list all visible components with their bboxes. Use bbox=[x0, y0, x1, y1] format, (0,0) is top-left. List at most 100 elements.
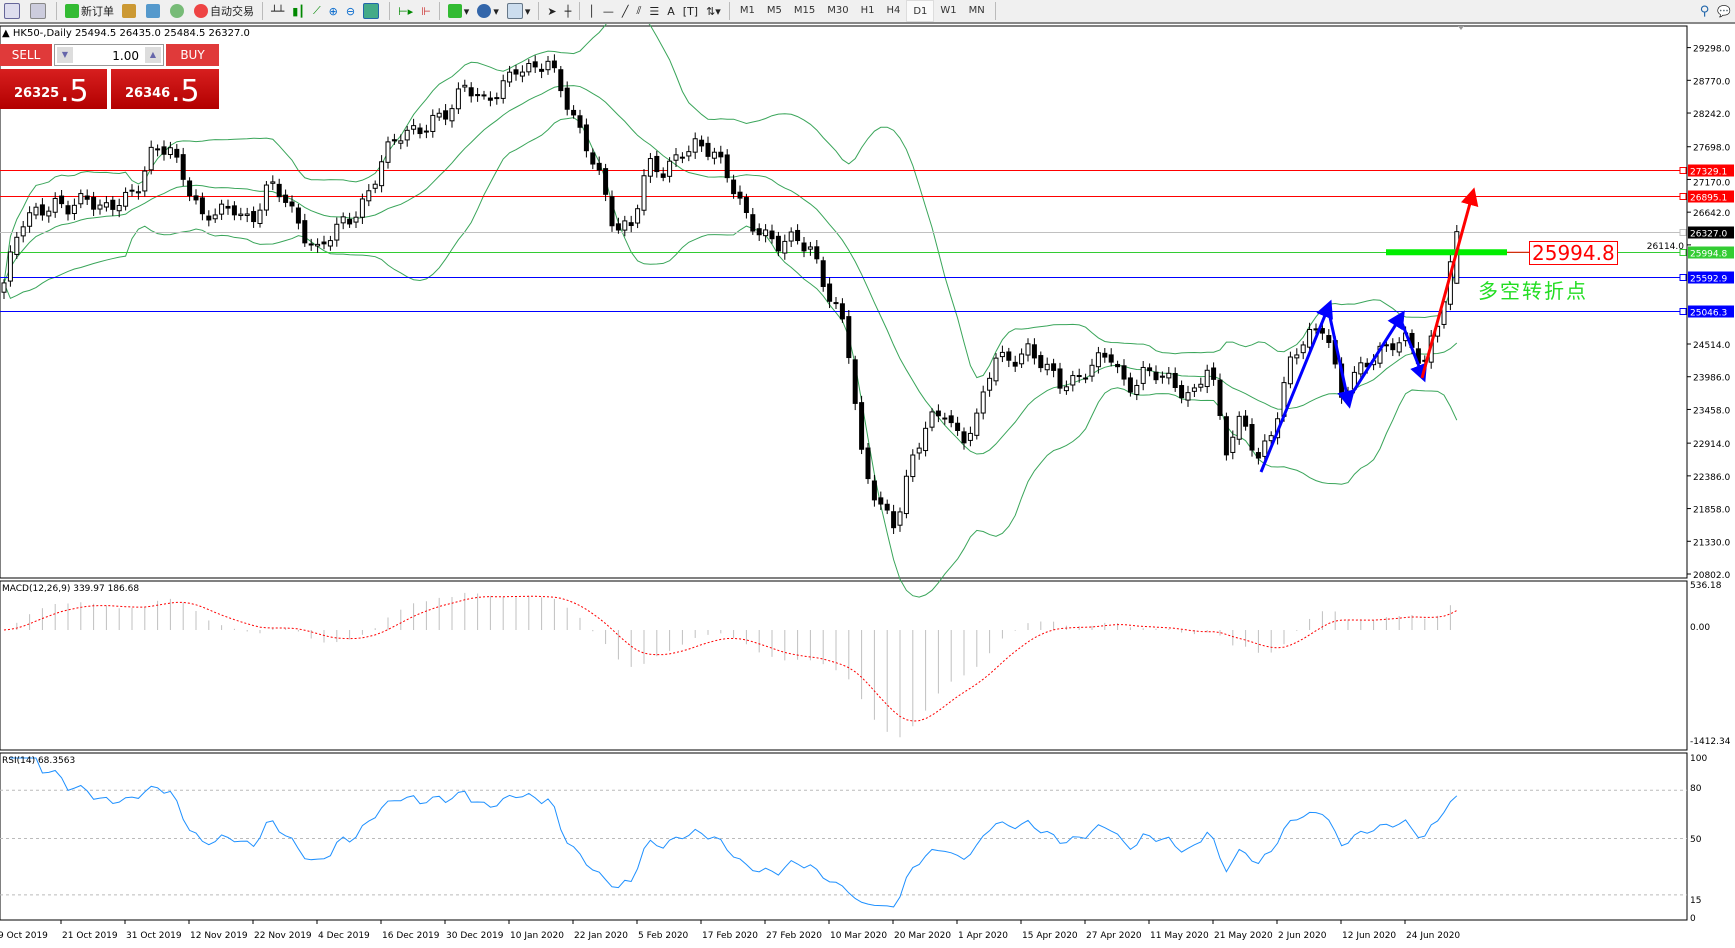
toolbar-btn[interactable] bbox=[166, 1, 190, 21]
candle bbox=[110, 196, 116, 216]
candle-body bbox=[551, 60, 557, 69]
timeframe-m1[interactable]: M1 bbox=[739, 4, 755, 16]
rsi-label: RSI(14) 68.3563 bbox=[2, 756, 76, 766]
candle bbox=[1172, 367, 1178, 392]
fibonacci-button[interactable]: ☰ bbox=[645, 1, 663, 21]
templates-button[interactable]: ▾ bbox=[503, 1, 535, 21]
lot-size-input[interactable]: 1.00 ▼ ▲ bbox=[54, 44, 164, 66]
list-icon bbox=[4, 3, 20, 19]
candle-body bbox=[78, 193, 84, 205]
candle-chart-button[interactable]: ▮┃ bbox=[288, 1, 309, 21]
toolbar-btn[interactable] bbox=[142, 1, 166, 21]
candle bbox=[852, 355, 858, 411]
timeframe-h1[interactable]: H1 bbox=[860, 4, 875, 16]
text-icon: A bbox=[667, 4, 675, 18]
channel-button[interactable]: ⫽ bbox=[632, 1, 645, 21]
collapse-icon[interactable]: ▲ bbox=[2, 28, 13, 39]
candle-body bbox=[788, 231, 794, 242]
toolbar-btn[interactable] bbox=[0, 1, 26, 21]
timeframe-bar: M1 M5 M15 M30 H1 H4 D1 W1 MN bbox=[734, 0, 991, 22]
zoom-out-button[interactable]: ⊖ bbox=[342, 1, 359, 21]
trendline-button[interactable]: ╱ bbox=[618, 1, 633, 21]
candle bbox=[974, 408, 980, 440]
vertical-line-button[interactable]: │ bbox=[584, 1, 599, 21]
crosshair-button[interactable]: ┼ bbox=[561, 1, 576, 21]
candle-body bbox=[539, 68, 545, 72]
timeframe-h4[interactable]: H4 bbox=[886, 4, 901, 16]
sell-button[interactable]: SELL bbox=[0, 44, 52, 66]
candle-body bbox=[603, 168, 609, 195]
auto-trading-icon bbox=[194, 4, 208, 18]
lot-decrease-icon[interactable]: ▼ bbox=[57, 47, 73, 63]
timeframe-m5[interactable]: M5 bbox=[766, 4, 782, 16]
candle-body bbox=[705, 142, 711, 157]
chart-canvas[interactable]: 29298.0 28770.0 28242.0 27698.0 27170.0 26642… bbox=[0, 24, 1735, 948]
time-axis-label: 12 Jun 2020 bbox=[1342, 931, 1396, 941]
separator bbox=[262, 2, 263, 20]
candle-body bbox=[891, 511, 897, 529]
macd-label: MACD(12,26,9) 339.97 186.68 bbox=[2, 584, 140, 594]
fibonacci-icon: ☰ bbox=[649, 4, 660, 18]
periods-button[interactable]: ▾ bbox=[473, 1, 503, 21]
buy-button[interactable]: BUY bbox=[166, 44, 219, 66]
timeframe-w1[interactable]: W1 bbox=[940, 4, 957, 16]
candle-body bbox=[487, 97, 493, 101]
timeframe-d1[interactable]: D1 bbox=[906, 0, 935, 22]
horizontal-line-button[interactable]: — bbox=[599, 1, 618, 21]
candle bbox=[238, 207, 244, 221]
candle-body bbox=[475, 94, 481, 97]
candle-body bbox=[359, 198, 365, 218]
candle bbox=[289, 195, 295, 213]
indicators-button[interactable]: ▾ bbox=[444, 1, 474, 21]
text-button[interactable]: A bbox=[663, 1, 679, 21]
separator bbox=[994, 2, 996, 20]
auto-trading-button[interactable]: 自动交易 bbox=[190, 1, 258, 21]
candle bbox=[1006, 347, 1012, 368]
chat-button[interactable]: 💬 bbox=[1713, 1, 1735, 21]
blue-arrow-up bbox=[1259, 299, 1333, 473]
candle-body bbox=[878, 497, 884, 505]
timeframe-m15[interactable]: M15 bbox=[793, 4, 816, 16]
bar-chart-button[interactable]: ┴┴ bbox=[267, 1, 288, 21]
candle bbox=[257, 203, 263, 228]
candle-body bbox=[795, 229, 801, 242]
candle bbox=[347, 212, 353, 228]
candle-body bbox=[46, 210, 52, 217]
hline-price-label: 25046.3 bbox=[1690, 309, 1727, 319]
candle bbox=[161, 140, 167, 161]
search-button[interactable]: ⚲ bbox=[1696, 1, 1714, 21]
line-chart-button[interactable]: ⟋ bbox=[309, 1, 325, 21]
zoom-in-icon: ⊕ bbox=[328, 4, 338, 18]
candle-body bbox=[807, 246, 813, 250]
candle-body bbox=[756, 228, 762, 236]
toolbar-btn[interactable] bbox=[26, 1, 52, 21]
hline-price-label: 26895.1 bbox=[1690, 194, 1727, 204]
toolbar-btn[interactable] bbox=[118, 1, 142, 21]
timeframe-m30[interactable]: M30 bbox=[827, 4, 849, 16]
sell-price[interactable]: 26325.5 bbox=[0, 69, 107, 109]
cursor-button[interactable]: ➤ bbox=[543, 1, 560, 21]
candle bbox=[897, 507, 903, 532]
candle-body bbox=[558, 69, 564, 92]
candle bbox=[507, 65, 513, 87]
candle bbox=[1070, 370, 1076, 392]
lot-increase-icon[interactable]: ▲ bbox=[145, 47, 161, 63]
buy-price[interactable]: 26346.5 bbox=[111, 69, 219, 109]
candle bbox=[1038, 351, 1044, 373]
candle bbox=[1076, 368, 1082, 383]
timeframe-mn[interactable]: MN bbox=[968, 4, 985, 16]
label-button[interactable]: [T] bbox=[679, 1, 702, 21]
arrows-button[interactable]: ⇅▾ bbox=[702, 1, 725, 21]
auto-scroll-button[interactable]: ⊢▸ bbox=[394, 1, 417, 21]
new-order-button[interactable]: 新订单 bbox=[61, 1, 118, 21]
candle-body bbox=[295, 207, 301, 224]
zoom-in-button[interactable]: ⊕ bbox=[325, 1, 342, 21]
candle-body bbox=[1236, 415, 1242, 440]
candle bbox=[532, 55, 538, 73]
candle bbox=[148, 140, 154, 175]
candle bbox=[999, 345, 1005, 363]
candle-body bbox=[449, 108, 455, 122]
chart-shift-button[interactable]: ⊩ bbox=[417, 1, 435, 21]
candle-body bbox=[1172, 372, 1178, 388]
tile-windows-button[interactable] bbox=[359, 1, 385, 21]
